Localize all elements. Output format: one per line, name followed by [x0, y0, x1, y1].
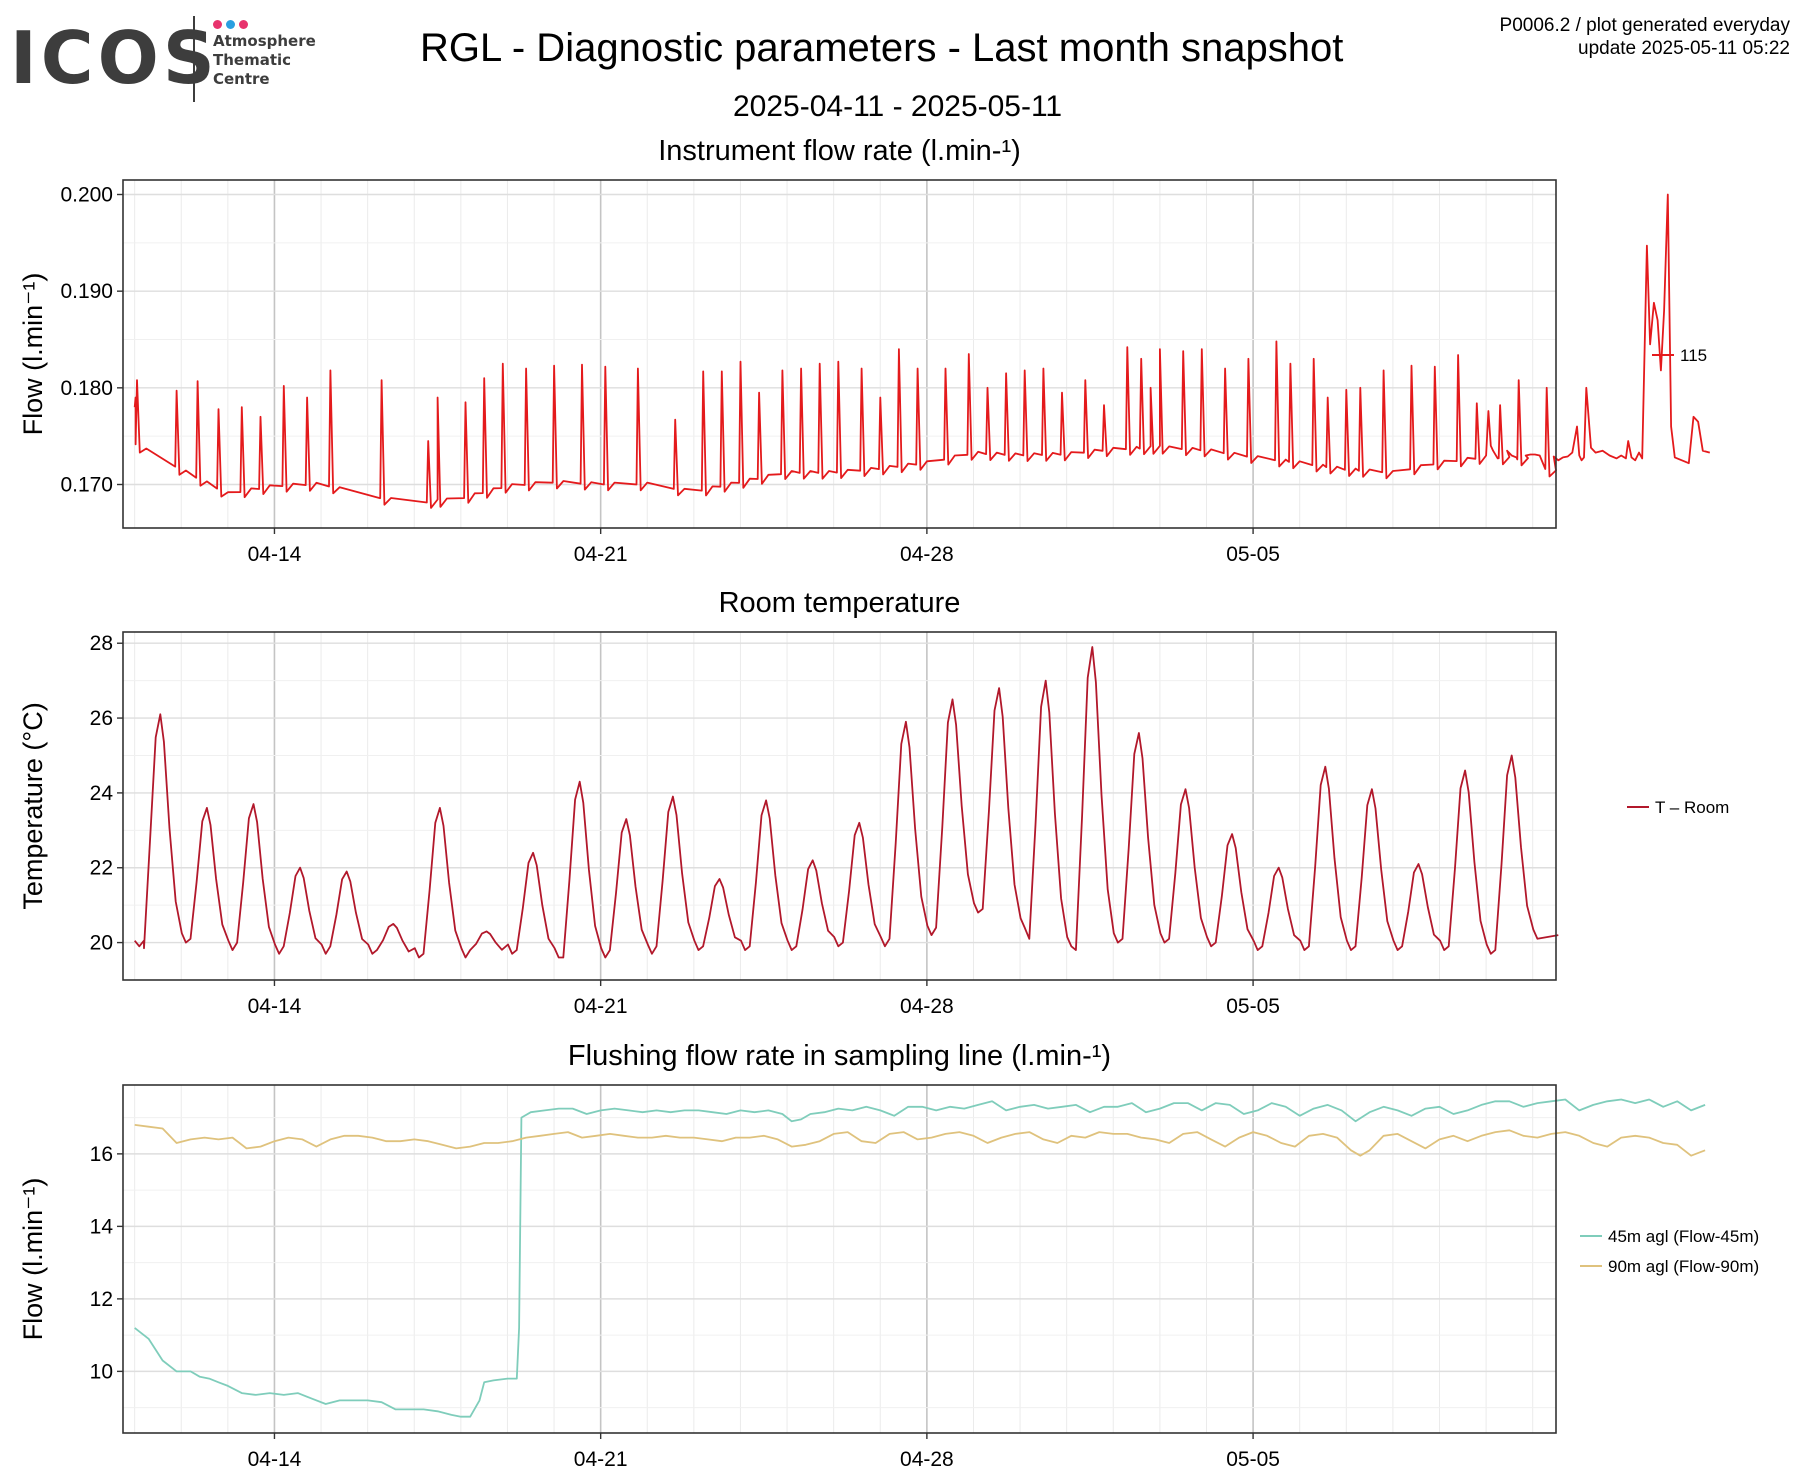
gridlines: [123, 180, 1556, 528]
x-tick-label: 04-28: [900, 543, 954, 566]
x-tick-label: 04-21: [574, 1448, 628, 1470]
logo-divider: [193, 16, 195, 102]
y-tick-label: 12: [90, 1288, 113, 1311]
y-tick-label: 28: [90, 632, 113, 655]
legend-label: 115: [1680, 346, 1707, 365]
y-tick-label: 0.190: [60, 280, 113, 303]
y-tick-label: 20: [90, 932, 113, 955]
series-lines: [134, 1098, 1706, 1418]
update-timestamp: update 2025-05-11 05:22: [1578, 38, 1790, 59]
chart-title: Instrument flow rate (l.min-¹): [658, 135, 1021, 167]
x-axis: 04-14 04-21 04-28 05-05: [248, 1433, 1280, 1470]
series-line: [134, 646, 1559, 959]
legend-label: 45m agl (Flow-45m): [1608, 1227, 1759, 1246]
series-line: [134, 1098, 1706, 1418]
logo-wordmark: ICOS: [10, 16, 219, 100]
logo-dot: [226, 20, 235, 29]
y-tick-label: 26: [90, 707, 113, 730]
logo-dot: [213, 20, 222, 29]
legend: T – Room: [1627, 798, 1729, 817]
logo-dots-icon: [213, 16, 252, 34]
plot-frame: [122, 179, 1557, 529]
page-title: RGL - Diagnostic parameters - Last month…: [420, 26, 1344, 70]
y-tick-label: 0.200: [60, 184, 113, 207]
legend-label: T – Room: [1655, 798, 1729, 817]
y-axis: 0.170 0.180 0.190 0.200 Flow (l.min⁻¹): [18, 184, 123, 497]
x-axis: 04-14 04-21 04-28 05-05: [248, 980, 1280, 1018]
plot-frame: [122, 1084, 1557, 1434]
chart-flush: Flushing flow rate in sampling line (l.m…: [18, 1040, 1759, 1470]
chart-temp: Room temperature 20 22 24 26 28 Temperature (°…: [18, 587, 1729, 1018]
plot-background: [123, 180, 1556, 528]
date-range: 2025-04-11 - 2025-05-11: [733, 90, 1063, 123]
y-axis-label: Temperature (°C): [18, 702, 48, 909]
x-tick-label: 04-28: [900, 1448, 954, 1470]
gridlines: [123, 632, 1556, 981]
chart-flow: Instrument flow rate (l.min-¹) 0.170 0.180…: [18, 135, 1711, 566]
y-tick-label: 16: [90, 1143, 113, 1166]
x-tick-label: 04-14: [248, 995, 302, 1018]
logo-subtitle: Atmosphere Thematic Centre: [213, 32, 316, 89]
x-axis: 04-14 04-21 04-28 05-05: [248, 528, 1280, 566]
gridlines: [123, 1085, 1556, 1433]
legend: 115: [1652, 346, 1707, 365]
y-axis: 20 22 24 26 28 Temperature (°C): [18, 632, 123, 955]
y-axis: 10 12 14 16 Flow (l.min⁻¹): [18, 1143, 123, 1383]
series-lines: [134, 646, 1559, 959]
legend-label: 90m agl (Flow-90m): [1608, 1257, 1759, 1276]
x-tick-label: 05-05: [1226, 543, 1280, 566]
y-tick-label: 22: [90, 857, 113, 880]
x-tick-label: 04-14: [248, 1448, 302, 1470]
plot-frame: [122, 631, 1557, 981]
icos-logo: ICOS Atmosphere Thematic Centre: [10, 14, 330, 106]
logo-subtitle-line: Thematic: [213, 51, 292, 69]
plot-background: [123, 632, 1556, 980]
legend: 45m agl (Flow-45m) 90m agl (Flow-90m): [1580, 1227, 1759, 1276]
x-tick-label: 05-05: [1226, 995, 1280, 1018]
y-axis-label: Flow (l.min⁻¹): [18, 1178, 48, 1341]
x-tick-label: 05-05: [1226, 1448, 1280, 1470]
logo-subtitle-line: Atmosphere: [213, 32, 316, 50]
y-tick-label: 10: [90, 1360, 113, 1383]
y-tick-label: 0.170: [60, 474, 113, 497]
x-tick-label: 04-28: [900, 995, 954, 1018]
y-axis-label: Flow (l.min⁻¹): [18, 273, 48, 436]
series-line: [133, 193, 1711, 509]
logo-subtitle-line: Centre: [213, 70, 270, 88]
generation-info: P0006.2 / plot generated everyday update…: [1500, 14, 1790, 60]
plot-id-text: P0006.2 / plot generated everyday: [1499, 15, 1790, 36]
x-tick-label: 04-14: [248, 543, 302, 566]
chart-title: Flushing flow rate in sampling line (l.m…: [568, 1040, 1111, 1072]
series-line: [134, 1124, 1706, 1157]
y-tick-label: 0.180: [60, 377, 113, 400]
chart-title: Room temperature: [719, 587, 961, 619]
logo-dot: [239, 20, 248, 29]
series-lines: [133, 193, 1711, 509]
x-tick-label: 04-21: [574, 995, 628, 1018]
y-tick-label: 24: [90, 782, 114, 805]
y-tick-label: 14: [90, 1215, 114, 1238]
x-tick-label: 04-21: [574, 543, 628, 566]
plot-background: [123, 1085, 1556, 1433]
